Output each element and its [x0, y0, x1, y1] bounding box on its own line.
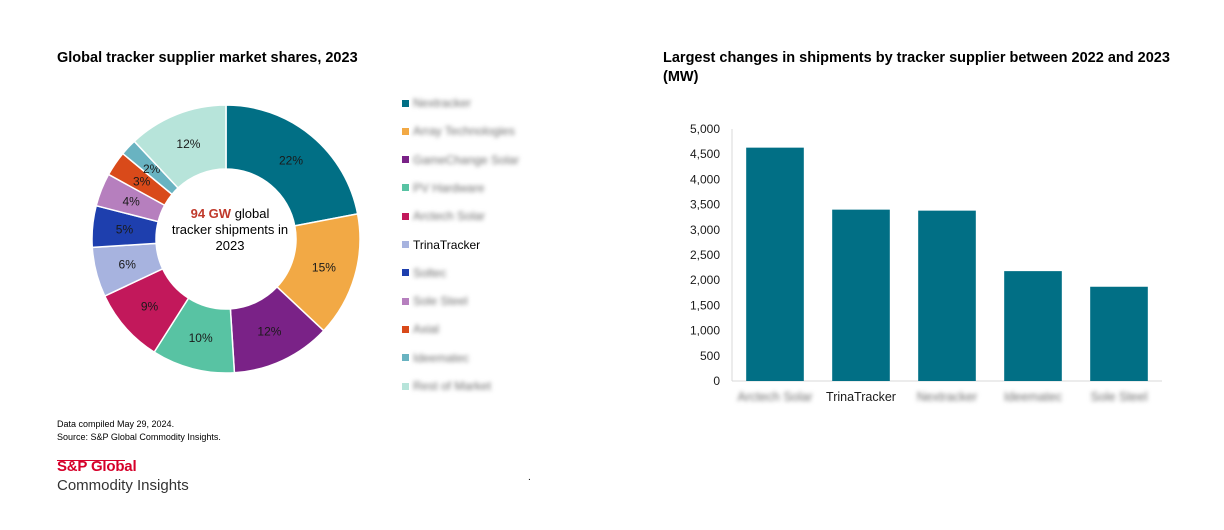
- donut-slice-label: 3%: [133, 175, 151, 189]
- legend-label: TrinaTracker: [413, 237, 481, 252]
- legend-label: Array Technologies: [413, 124, 515, 139]
- brand-rule: [57, 460, 125, 461]
- donut-slice-label: 9%: [141, 299, 159, 313]
- donut-center-rest: global tracker shipments in 2023: [171, 206, 289, 253]
- bar: [832, 209, 890, 381]
- y-tick-label: 2,500: [690, 248, 720, 262]
- legend-item: Array Technologies: [402, 124, 515, 138]
- donut-slice-label: 15%: [312, 260, 336, 274]
- legend-item: TrinaTracker: [402, 238, 480, 252]
- y-tick-label: 500: [700, 349, 720, 363]
- stray-mark: .: [528, 472, 531, 483]
- brand-subtitle: Commodity Insights: [57, 477, 189, 494]
- bar-chart-title: Largest changes in shipments by tracker …: [663, 50, 1170, 85]
- legend-swatch: [402, 269, 409, 277]
- y-tick-label: 4,000: [690, 172, 720, 186]
- source-note: Source: S&P Global Commodity Insights.: [57, 432, 221, 442]
- legend-label: Arctech Solar: [413, 209, 486, 224]
- y-tick-label: 2,000: [690, 273, 720, 287]
- legend-swatch: [402, 212, 409, 220]
- legend-label: Ideematec: [413, 350, 470, 365]
- legend-label: PV Hardware: [413, 180, 485, 195]
- donut-center-label: 94 GW global tracker shipments in 2023: [170, 206, 290, 254]
- legend-swatch: [402, 99, 409, 107]
- chart-notes: Data compiled May 29, 2024. Source: S&P …: [57, 418, 221, 444]
- legend-swatch: [402, 156, 409, 164]
- legend-swatch: [402, 382, 409, 390]
- donut-slice-label: 5%: [116, 222, 134, 236]
- legend-item: Soltec: [402, 266, 446, 280]
- legend-label: Rest of Market: [413, 379, 492, 393]
- legend-item: Axial: [402, 322, 439, 336]
- legend-swatch: [402, 325, 409, 333]
- donut-slice: [225, 104, 359, 227]
- legend-item: GameChange Solar: [402, 153, 519, 167]
- legend-label: Axial: [413, 322, 440, 337]
- bar: [1090, 286, 1148, 381]
- x-tick-label: Ideematec: [1004, 390, 1062, 404]
- donut-slice-label: 4%: [122, 194, 140, 208]
- legend-label: Soltec: [413, 265, 447, 280]
- bar: [746, 147, 804, 381]
- donut-slice-label: 12%: [176, 137, 200, 151]
- donut-chart-title: Global tracker supplier market shares, 2…: [57, 50, 358, 66]
- y-tick-label: 1,000: [690, 324, 720, 338]
- legend-item: Arctech Solar: [402, 209, 485, 223]
- donut-slice-label: 10%: [189, 331, 213, 345]
- legend-item: Ideematec: [402, 351, 469, 365]
- x-tick-label: Arctech Solar: [737, 390, 812, 404]
- legend-item: Sole Steel: [402, 294, 468, 308]
- donut-slice-label: 22%: [279, 153, 303, 167]
- donut-slice-label: 12%: [257, 324, 281, 338]
- legend-item: PV Hardware: [402, 181, 484, 195]
- donut-slice-label: 6%: [119, 257, 137, 271]
- donut-slice: [133, 104, 227, 190]
- x-tick-label: Nextracker: [917, 390, 977, 404]
- legend-label: Sole Steel: [413, 294, 468, 309]
- y-tick-label: 3,000: [690, 223, 720, 237]
- y-tick-label: 1,500: [690, 298, 720, 312]
- bar: [918, 210, 976, 381]
- x-tick-label: TrinaTracker: [826, 390, 896, 404]
- x-tick-label: Sole Steel: [1091, 390, 1148, 404]
- legend-item: Rest of Market: [402, 379, 491, 393]
- bar: [1004, 271, 1062, 381]
- legend-swatch: [402, 354, 409, 362]
- y-tick-label: 5,000: [690, 122, 720, 136]
- legend-swatch: [402, 184, 409, 192]
- compiled-date-note: Data compiled May 29, 2024.: [57, 419, 175, 429]
- legend-swatch: [402, 297, 409, 305]
- y-tick-label: 3,500: [690, 198, 720, 212]
- legend-label: Nextracker: [413, 96, 472, 110]
- y-tick-label: 4,500: [690, 147, 720, 161]
- brand-logo-text: S&P Global: [57, 458, 137, 475]
- y-tick-label: 0: [713, 374, 720, 388]
- legend-item: Nextracker: [402, 96, 471, 110]
- donut-center-highlight: 94 GW: [190, 206, 232, 221]
- legend-swatch: [402, 241, 409, 248]
- legend-swatch: [402, 127, 409, 135]
- legend-label: GameChange Solar: [413, 152, 520, 167]
